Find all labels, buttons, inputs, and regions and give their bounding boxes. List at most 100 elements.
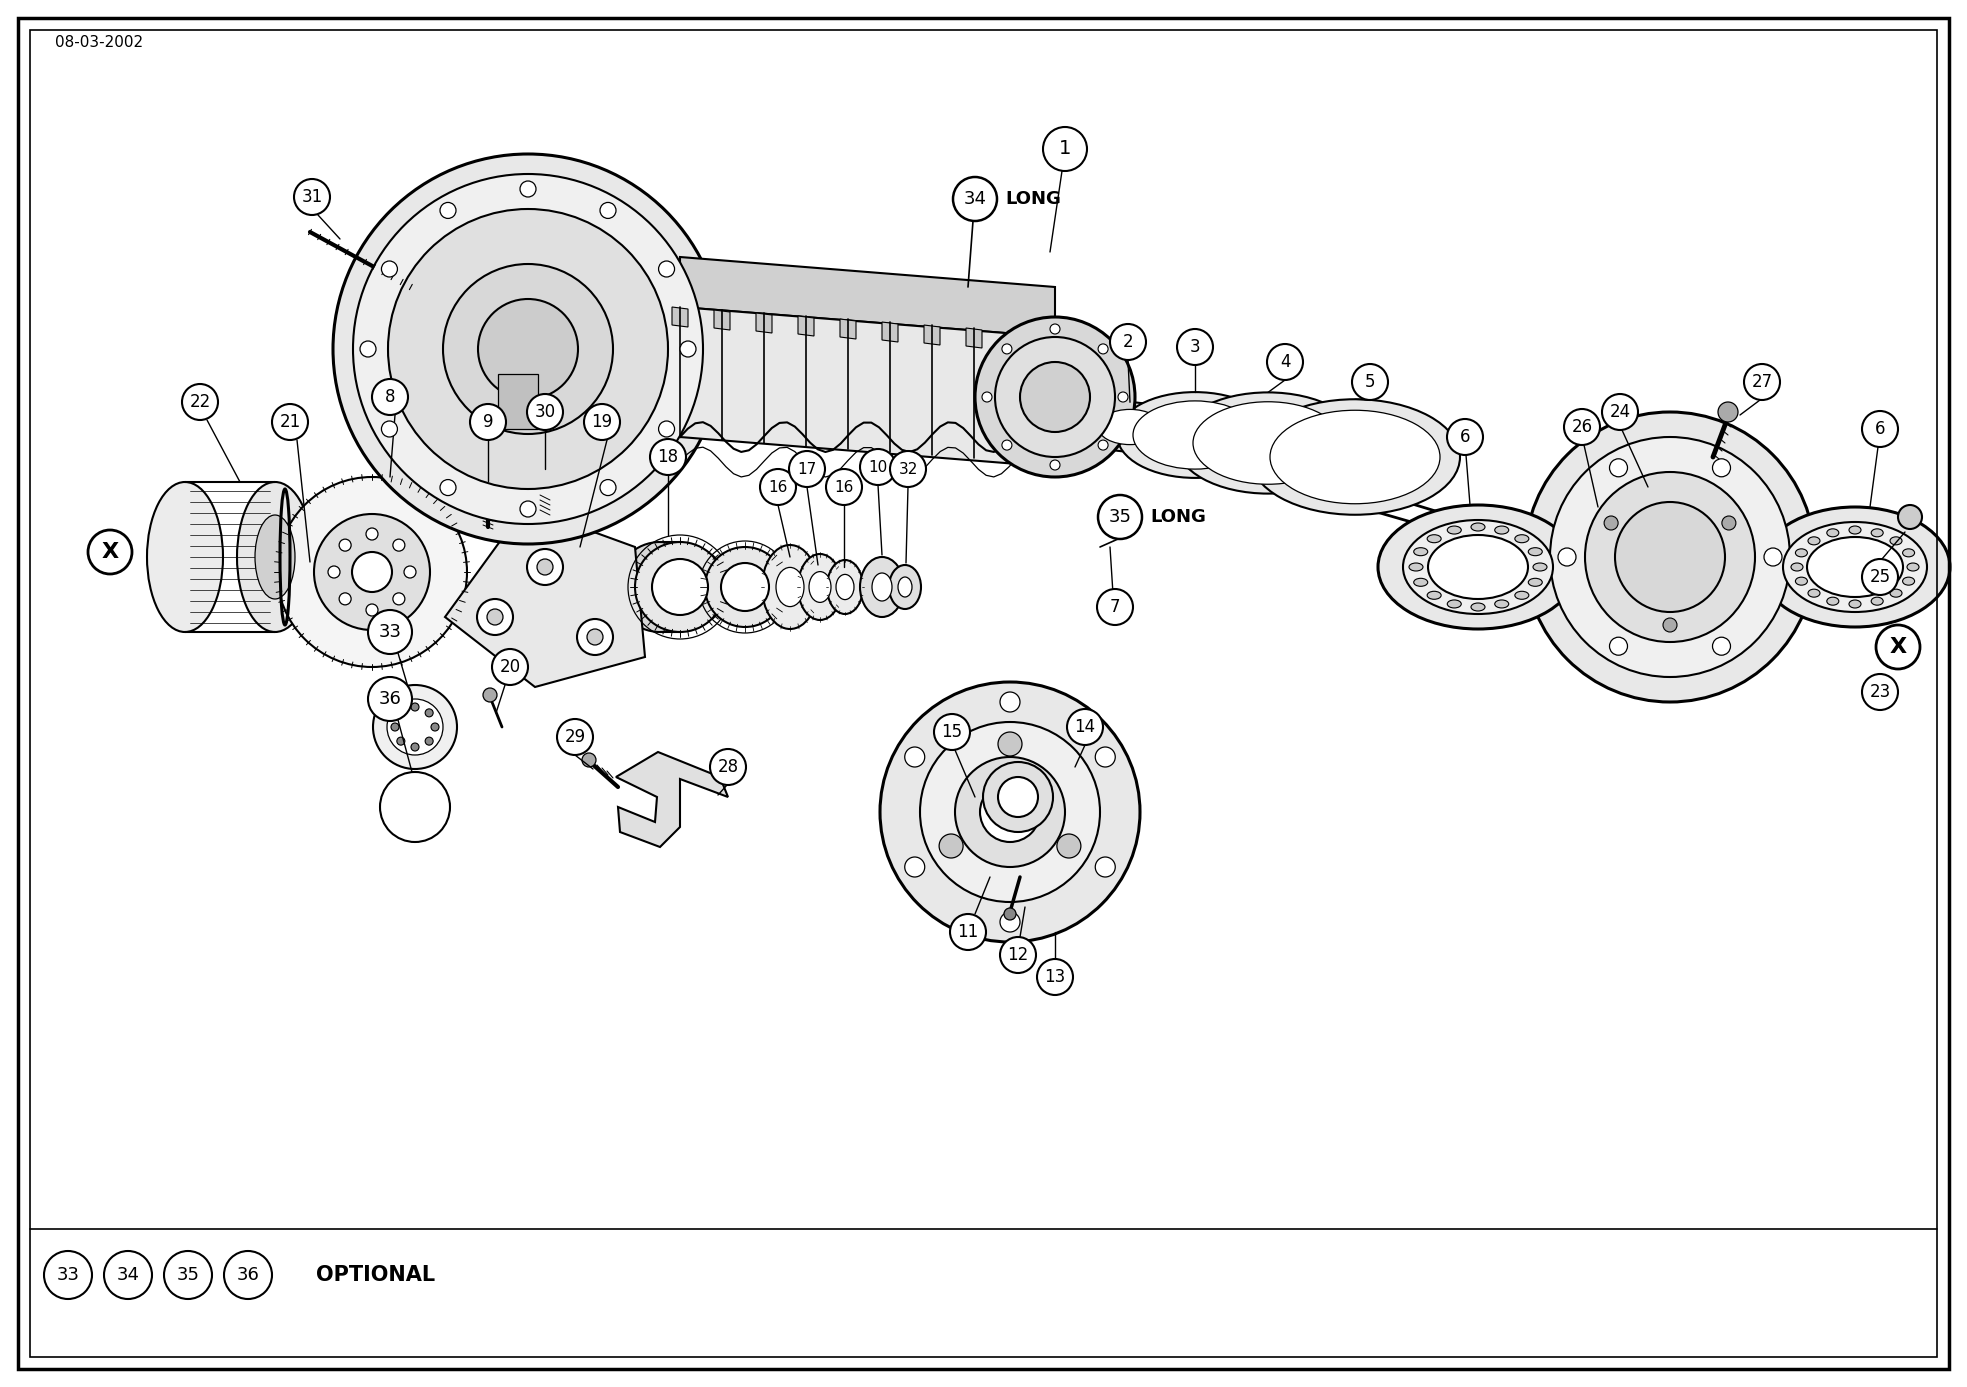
Ellipse shape bbox=[826, 560, 864, 614]
Circle shape bbox=[1043, 128, 1088, 171]
Circle shape bbox=[387, 699, 443, 755]
Circle shape bbox=[425, 736, 433, 745]
Circle shape bbox=[995, 337, 1115, 456]
Ellipse shape bbox=[1249, 399, 1460, 515]
Polygon shape bbox=[445, 508, 645, 687]
Circle shape bbox=[1096, 857, 1115, 877]
Circle shape bbox=[659, 422, 675, 437]
Circle shape bbox=[1096, 748, 1115, 767]
Circle shape bbox=[1609, 459, 1627, 477]
Circle shape bbox=[1003, 908, 1017, 920]
Circle shape bbox=[163, 1251, 212, 1300]
Text: 11: 11 bbox=[958, 922, 980, 940]
Circle shape bbox=[1050, 460, 1060, 470]
Ellipse shape bbox=[1428, 535, 1528, 599]
Polygon shape bbox=[478, 490, 498, 505]
Circle shape bbox=[586, 628, 604, 645]
Text: 19: 19 bbox=[592, 413, 612, 431]
Text: LONG: LONG bbox=[1005, 190, 1060, 208]
Ellipse shape bbox=[277, 477, 466, 667]
Circle shape bbox=[1713, 637, 1731, 655]
Ellipse shape bbox=[1495, 526, 1509, 534]
Ellipse shape bbox=[1808, 537, 1902, 596]
Ellipse shape bbox=[315, 515, 431, 630]
Circle shape bbox=[328, 566, 340, 578]
Ellipse shape bbox=[1428, 535, 1442, 542]
Circle shape bbox=[411, 743, 419, 750]
Ellipse shape bbox=[1117, 393, 1273, 479]
Text: 08-03-2002: 08-03-2002 bbox=[55, 35, 144, 50]
Ellipse shape bbox=[1827, 528, 1839, 537]
Ellipse shape bbox=[1871, 528, 1882, 537]
Ellipse shape bbox=[1902, 549, 1914, 556]
Circle shape bbox=[43, 1251, 92, 1300]
Ellipse shape bbox=[1176, 393, 1359, 494]
Circle shape bbox=[338, 592, 352, 605]
Circle shape bbox=[1662, 619, 1678, 632]
Ellipse shape bbox=[1414, 548, 1428, 556]
Circle shape bbox=[366, 528, 378, 540]
Circle shape bbox=[997, 732, 1023, 756]
Circle shape bbox=[659, 261, 675, 277]
Text: LONG: LONG bbox=[1151, 508, 1206, 526]
Text: 34: 34 bbox=[964, 190, 987, 208]
Circle shape bbox=[956, 757, 1064, 867]
Circle shape bbox=[1605, 516, 1619, 530]
Ellipse shape bbox=[1271, 411, 1440, 503]
Ellipse shape bbox=[808, 571, 830, 602]
Circle shape bbox=[368, 610, 411, 655]
Circle shape bbox=[1615, 502, 1725, 612]
Ellipse shape bbox=[1194, 402, 1343, 484]
Circle shape bbox=[397, 736, 405, 745]
Text: 31: 31 bbox=[301, 189, 323, 207]
Text: 34: 34 bbox=[116, 1266, 140, 1284]
Text: 4: 4 bbox=[1281, 354, 1290, 370]
Circle shape bbox=[934, 714, 970, 750]
Circle shape bbox=[1745, 363, 1780, 399]
Ellipse shape bbox=[836, 574, 854, 599]
Circle shape bbox=[397, 709, 405, 717]
Text: 32: 32 bbox=[899, 462, 919, 477]
Circle shape bbox=[1564, 409, 1599, 445]
Circle shape bbox=[1109, 325, 1147, 361]
Circle shape bbox=[1524, 412, 1816, 702]
Circle shape bbox=[527, 549, 563, 585]
Circle shape bbox=[950, 914, 985, 950]
Circle shape bbox=[1713, 459, 1731, 477]
Text: 25: 25 bbox=[1869, 569, 1890, 585]
Text: 18: 18 bbox=[657, 448, 679, 466]
Circle shape bbox=[441, 480, 456, 495]
Ellipse shape bbox=[236, 483, 313, 632]
Text: 27: 27 bbox=[1751, 373, 1772, 391]
Ellipse shape bbox=[1133, 401, 1257, 469]
Ellipse shape bbox=[997, 777, 1039, 817]
Circle shape bbox=[443, 264, 614, 434]
Circle shape bbox=[557, 718, 592, 755]
Text: 28: 28 bbox=[718, 759, 738, 775]
Text: 23: 23 bbox=[1869, 682, 1890, 700]
Ellipse shape bbox=[1849, 526, 1861, 534]
Ellipse shape bbox=[899, 577, 913, 596]
Circle shape bbox=[980, 782, 1041, 842]
Circle shape bbox=[1717, 402, 1739, 422]
Circle shape bbox=[470, 404, 506, 440]
Ellipse shape bbox=[889, 565, 921, 609]
Text: 24: 24 bbox=[1609, 404, 1631, 422]
Circle shape bbox=[527, 394, 563, 430]
Text: 33: 33 bbox=[57, 1266, 79, 1284]
Circle shape bbox=[1863, 674, 1898, 710]
Circle shape bbox=[372, 379, 407, 415]
Circle shape bbox=[393, 540, 405, 551]
Circle shape bbox=[519, 501, 535, 517]
Ellipse shape bbox=[1471, 603, 1485, 612]
Ellipse shape bbox=[352, 552, 391, 592]
Ellipse shape bbox=[1808, 589, 1819, 598]
Text: 14: 14 bbox=[1074, 718, 1096, 736]
Ellipse shape bbox=[1515, 591, 1528, 599]
Circle shape bbox=[332, 154, 724, 544]
Circle shape bbox=[1558, 548, 1576, 566]
Circle shape bbox=[478, 599, 513, 635]
Text: 16: 16 bbox=[769, 480, 787, 495]
Circle shape bbox=[1066, 709, 1103, 745]
Circle shape bbox=[382, 422, 397, 437]
